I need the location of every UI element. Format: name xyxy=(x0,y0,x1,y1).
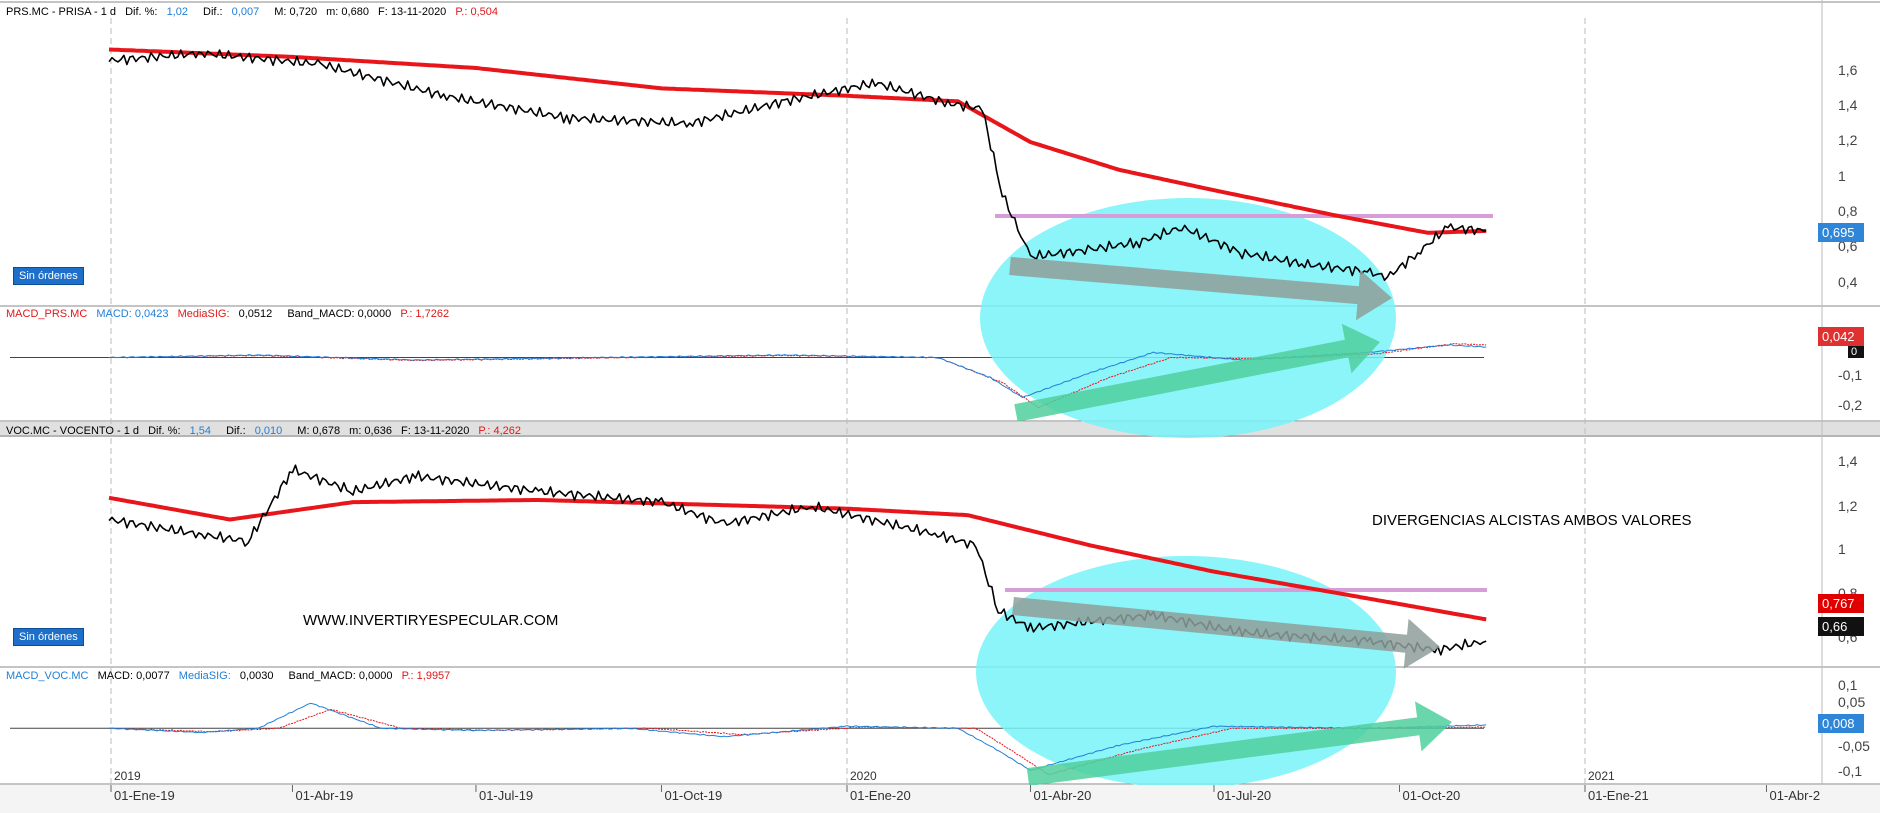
vocento-dif-label: Dif.: xyxy=(226,425,246,437)
macd-prisa-price-tag: 0,042 xyxy=(1818,327,1864,346)
vocento-symbol: VOC.MC - VOCENTO - 1 d xyxy=(6,425,140,437)
macd-vocento-signal-value: 0,0030 xyxy=(239,670,274,682)
macd-prisa-p: P.: 1,7262 xyxy=(400,308,450,320)
vocento-dif-pct-value: 1,54 xyxy=(189,425,211,437)
x-tick-label: 01-Jul-19 xyxy=(479,788,533,803)
prisa-header: PRS.MC - PRISA - 1 d Dif. %: 1,02 Dif.: … xyxy=(6,6,504,18)
y-tick-label: -0,1 xyxy=(1838,763,1862,779)
prisa-dif-label: Dif.: xyxy=(203,6,223,18)
x-tick-label: 01-Ene-20 xyxy=(850,788,911,803)
macd-vocento-band: Band_MACD: 0,0000 xyxy=(288,670,393,682)
year-label: 2020 xyxy=(850,769,877,783)
macd-vocento-up-arrow xyxy=(1026,701,1452,786)
vocento-min: m: 0,636 xyxy=(349,425,392,437)
prisa-moving-average xyxy=(108,47,1487,235)
vocento-max: M: 0,678 xyxy=(297,425,341,437)
macd-prisa-band: Band_MACD: 0,0000 xyxy=(287,308,392,320)
vocento-date: F: 13-11-2020 xyxy=(401,425,470,437)
prisa-max: M: 0,720 xyxy=(274,6,318,18)
macd-vocento-p: P.: 1,9957 xyxy=(401,670,451,682)
y-tick-label: 1,2 xyxy=(1838,132,1858,148)
y-tick-label: 1 xyxy=(1838,168,1846,184)
macd-prisa-macd: MACD: 0,0423 xyxy=(96,308,169,320)
macd-prisa-up-arrow xyxy=(1014,323,1380,422)
vocento-ma-price-tag: 0,767 xyxy=(1818,594,1864,613)
x-tick-label: 01-Ene-21 xyxy=(1588,788,1649,803)
prisa-date: F: 13-11-2020 xyxy=(378,6,447,18)
vocento-no-orders-badge[interactable]: Sin órdenes xyxy=(13,628,84,646)
x-tick-label: 01-Oct-19 xyxy=(664,788,722,803)
year-label: 2021 xyxy=(1588,769,1615,783)
y-tick-label: 1 xyxy=(1838,541,1846,557)
y-tick-label: 0,4 xyxy=(1838,274,1858,290)
prisa-down-arrow xyxy=(1009,257,1392,321)
panel-divider-band xyxy=(0,422,1880,437)
vocento-dif-value: 0,010 xyxy=(254,425,283,437)
vocento-dif-pct-label: Dif. %: xyxy=(148,425,181,437)
prisa-min: m: 0,680 xyxy=(326,6,369,18)
macd-vocento-signal-label: MediaSIG: xyxy=(178,670,231,682)
vocento-down-arrow xyxy=(1012,597,1440,669)
y-tick-label: 0,05 xyxy=(1838,694,1865,710)
x-tick-label: 01-Abr-19 xyxy=(295,788,353,803)
y-tick-label: 0,8 xyxy=(1838,203,1858,219)
highlight-ellipse-prisa xyxy=(980,198,1396,438)
x-tick-label: 01-Abr-2 xyxy=(1769,788,1820,803)
y-tick-label: -0,1 xyxy=(1838,367,1862,383)
x-tick-label: 01-Abr-20 xyxy=(1033,788,1091,803)
macd-prisa-symbol: MACD_PRS.MC xyxy=(6,308,88,320)
prisa-price-tag: 0,695 xyxy=(1818,223,1864,242)
vocento-price-tag: 0,66 xyxy=(1818,617,1864,636)
website-annotation: WWW.INVERTIRYESPECULAR.COM xyxy=(303,612,559,629)
y-tick-label: 0,1 xyxy=(1838,677,1858,693)
macd-vocento-symbol: MACD_VOC.MC xyxy=(6,670,89,682)
macd-vocento-header: MACD_VOC.MC MACD: 0,0077 MediaSIG: 0,003… xyxy=(6,670,456,682)
y-tick-label: 1,2 xyxy=(1838,498,1858,514)
prisa-p: P.: 0,504 xyxy=(455,6,498,18)
x-tick-label: 01-Jul-20 xyxy=(1217,788,1271,803)
prisa-symbol: PRS.MC - PRISA - 1 d xyxy=(6,6,117,18)
year-label: 2019 xyxy=(114,769,141,783)
y-tick-label: 1,4 xyxy=(1838,453,1858,469)
time-axis-background xyxy=(0,785,1880,813)
vocento-p: P.: 4,262 xyxy=(478,425,522,437)
macd-vocento-line xyxy=(108,702,1487,771)
macd-vocento-macd: MACD: 0,0077 xyxy=(97,670,170,682)
prisa-no-orders-badge[interactable]: Sin órdenes xyxy=(13,267,84,285)
y-tick-label: 1,4 xyxy=(1838,97,1858,113)
divergence-annotation: DIVERGENCIAS ALCISTAS AMBOS VALORES xyxy=(1372,512,1692,529)
macd-vocento-signal xyxy=(108,708,1487,775)
y-tick-label: 1,6 xyxy=(1838,62,1858,78)
x-tick-label: 01-Oct-20 xyxy=(1402,788,1460,803)
prisa-dif-pct-value: 1,02 xyxy=(166,6,188,18)
macd-prisa-zero-tag: 0 xyxy=(1848,346,1864,358)
prisa-dif-value: 0,007 xyxy=(231,6,260,18)
vocento-moving-average xyxy=(108,495,1487,622)
x-tick-label: 01-Ene-19 xyxy=(114,788,175,803)
macd-prisa-header: MACD_PRS.MC MACD: 0,0423 MediaSIG: 0,051… xyxy=(6,308,455,320)
y-tick-label: 0,6 xyxy=(1838,238,1858,254)
macd-prisa-signal-value: 0,0512 xyxy=(238,308,273,320)
y-tick-label: -0,05 xyxy=(1838,738,1870,754)
prisa-dif-pct-label: Dif. %: xyxy=(125,6,158,18)
macd-vocento-price-tag: 0,008 xyxy=(1818,714,1864,733)
y-tick-label: -0,2 xyxy=(1838,397,1862,413)
macd-prisa-signal-label: MediaSIG: xyxy=(177,308,230,320)
vocento-header: VOC.MC - VOCENTO - 1 d Dif. %: 1,54 Dif.… xyxy=(6,425,527,437)
prisa-price-series xyxy=(108,49,1487,281)
